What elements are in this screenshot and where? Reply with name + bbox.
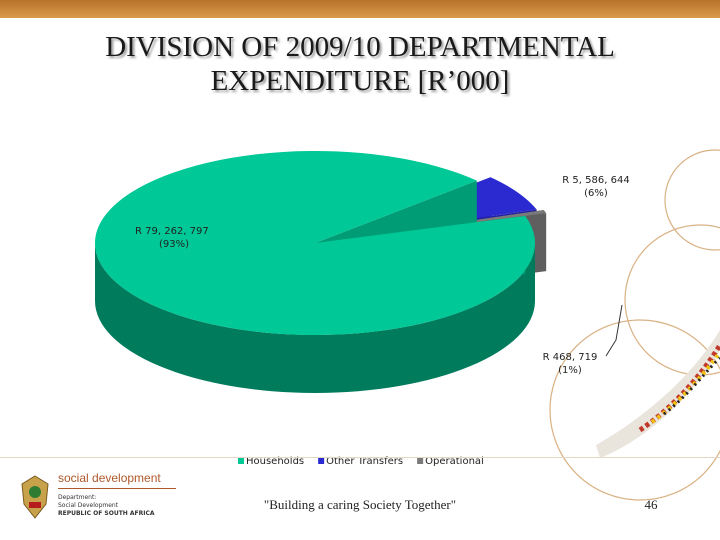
data-label-value: R 5, 586, 644 [562, 175, 629, 186]
legend-item-operational: Operational [417, 456, 484, 467]
beadwork-band [596, 330, 720, 458]
data-label-percent: (93%) [159, 239, 189, 250]
department-logo: social development Department: Social De… [12, 468, 182, 526]
legend-label: Other Transfers [326, 456, 403, 467]
slide-title-line-1: DIVISION OF 2009/10 DEPARTMENTAL [105, 31, 615, 63]
data-label-operational: R 468, 719 (1%) [543, 352, 598, 376]
legend-item-other-transfers: Other Transfers [318, 456, 403, 467]
decorative-arcs [549, 149, 720, 501]
logo-name: social development [58, 471, 161, 485]
legend-item-households: Households [238, 456, 304, 467]
leader-line [605, 304, 623, 357]
slide-title-line-2: EXPENDITURE [R’000] [210, 65, 510, 97]
logo-line-2: Social Development [58, 502, 119, 509]
coat-of-arms-icon [21, 475, 49, 519]
chart-legend: Households Other Transfers Operational [238, 456, 484, 467]
legend-swatch [417, 458, 424, 464]
logo-line-1: Department: [58, 494, 97, 501]
data-label-percent: (6%) [584, 188, 608, 199]
pie-slices [95, 151, 547, 393]
data-label-households: R 79, 262, 797 (93%) [135, 226, 209, 250]
decorative-arc [549, 319, 720, 501]
logo-rule [58, 488, 176, 489]
data-label-value: R 468, 719 [543, 352, 598, 363]
pie-data-labels: R 79, 262, 797 (93%) R 5, 586, 644 (6%) R 46… [135, 175, 630, 376]
legend-label: Households [246, 456, 304, 467]
legend-swatch [318, 458, 325, 464]
logo-line-3: REPUBLIC OF SOUTH AFRICA [58, 510, 155, 517]
slide-title: DIVISION OF 2009/10 DEPARTMENTAL EXPENDI… [30, 30, 690, 98]
page-number: 46 [644, 497, 658, 512]
pie-slice-households [95, 151, 536, 393]
data-label-other-transfers: R 5, 586, 644 (6%) [562, 175, 629, 199]
footer-divider [0, 457, 720, 458]
legend-label: Operational [425, 456, 484, 467]
data-label-percent: (1%) [558, 365, 582, 376]
slice-top-face [95, 151, 536, 336]
decorative-arc [664, 149, 720, 251]
top-decorative-bar [0, 0, 720, 18]
data-label-value: R 79, 262, 797 [135, 226, 209, 237]
beadwork-decoration [596, 330, 720, 458]
legend-swatch [238, 458, 244, 464]
slide-tagline: "Building a caring Society Together" [263, 497, 457, 512]
slice-side-wall [95, 243, 535, 393]
